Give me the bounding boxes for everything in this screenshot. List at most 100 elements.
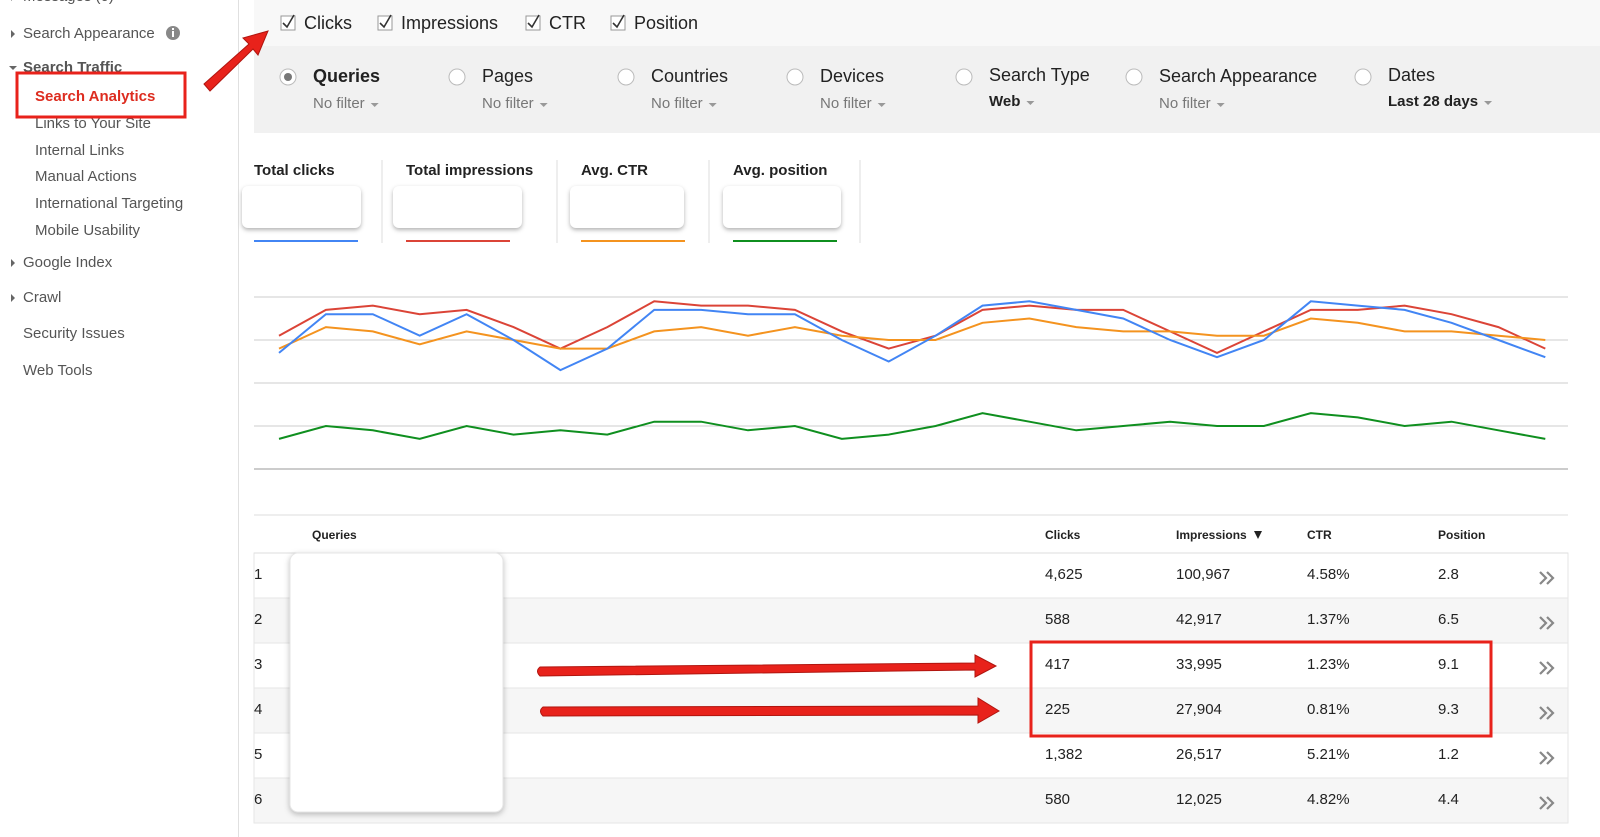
filter-value[interactable]: Last 28 days [1388, 93, 1479, 110]
nav-item[interactable]: Google Index [23, 254, 113, 271]
table-cell: 6.5 [1438, 611, 1459, 628]
dropdown-icon [539, 103, 548, 107]
checkmark [282, 14, 295, 29]
checkmark [379, 14, 392, 29]
metric-toggle[interactable]: CTR [549, 13, 586, 33]
row-expand[interactable] [1539, 661, 1555, 675]
row-expand[interactable] [1539, 706, 1555, 720]
sort-icon [1254, 531, 1262, 539]
metric-card-box [570, 186, 684, 228]
metric-card-box [393, 186, 522, 228]
table-cell: 6 [254, 791, 263, 808]
column-header[interactable]: Position [1438, 528, 1486, 542]
row-expand[interactable] [1539, 796, 1555, 810]
filter-label[interactable]: Devices [820, 66, 885, 86]
metric-toggle[interactable]: Impressions [401, 13, 499, 33]
row-expand[interactable] [1539, 751, 1555, 765]
filter-label[interactable]: Queries [313, 66, 381, 86]
column-header[interactable]: CTR [1307, 528, 1332, 542]
filter-value[interactable]: Web [989, 93, 1021, 110]
table-row [253, 642, 1569, 689]
column-header[interactable]: Clicks [1045, 528, 1081, 542]
dropdown-icon [370, 103, 379, 107]
filter-value[interactable]: No filter [313, 95, 365, 112]
table-cell: 580 [1045, 791, 1071, 808]
filter-label[interactable]: Dates [1388, 65, 1436, 85]
table-cell: 4.82% [1307, 791, 1350, 808]
radio [617, 68, 635, 86]
table-cell: 4,625 [1045, 566, 1083, 583]
table-cell: 417 [1045, 656, 1071, 673]
radio [1354, 68, 1372, 86]
table-cell: 26,517 [1176, 746, 1222, 763]
filter-value[interactable]: No filter [820, 95, 872, 112]
column-header[interactable]: Queries [312, 528, 357, 542]
series-line [278, 300, 1546, 372]
dropdown-icon [708, 103, 717, 107]
column-header[interactable]: Impressions [1176, 528, 1247, 542]
radio [955, 68, 973, 86]
checkmark [612, 14, 625, 29]
metric-toggle[interactable]: Clicks [304, 13, 352, 33]
nav-item[interactable]: Links to Your Site [35, 115, 151, 132]
expand-icon [11, 30, 15, 38]
table-cell: 42,917 [1176, 611, 1222, 628]
dropdown-icon [1216, 103, 1225, 107]
filter-label[interactable]: Search Appearance [1159, 66, 1318, 86]
table-cell: 1.37% [1307, 611, 1350, 628]
metric-toggle[interactable]: Position [634, 13, 699, 33]
metric-card-label: Total clicks [254, 162, 335, 179]
metric-card-box [242, 186, 361, 228]
radio [786, 68, 804, 86]
toggle-bar [254, 0, 1600, 47]
filter-label[interactable]: Pages [482, 66, 534, 86]
table-cell: 588 [1045, 611, 1071, 628]
table-cell: 5 [254, 746, 263, 763]
dropdown-icon [877, 103, 886, 107]
table-cell: 3 [254, 656, 263, 673]
filter-label[interactable]: Search Type [989, 65, 1090, 85]
nav-item[interactable]: Manual Actions [35, 168, 137, 185]
table-cell: 4.58% [1307, 566, 1350, 583]
table-cell: 5.21% [1307, 746, 1350, 763]
expand-icon [11, 259, 15, 267]
nav-item[interactable]: Mobile Usability [35, 222, 141, 239]
nav-item[interactable]: Internal Links [35, 142, 125, 159]
table-cell: 2 [254, 611, 263, 628]
nav-item[interactable]: Search Analytics [35, 88, 156, 105]
metric-card-label: Avg. position [733, 162, 828, 179]
nav-item[interactable]: International Targeting [35, 195, 184, 212]
nav-item[interactable]: Web Tools [23, 362, 93, 379]
radio [448, 68, 466, 86]
series-line [278, 300, 1546, 355]
radio [1125, 68, 1143, 86]
filter-value[interactable]: No filter [1159, 95, 1211, 112]
expand-icon [9, 66, 17, 70]
table-cell: 1.2 [1438, 746, 1459, 763]
nav-item[interactable]: Security Issues [23, 325, 125, 342]
nav-item[interactable]: Messages (0) [23, 0, 114, 7]
nav-item[interactable]: Crawl [23, 289, 62, 306]
filter-bar [254, 46, 1600, 133]
table-cell: 9.3 [1438, 701, 1459, 718]
table-row [253, 732, 1569, 779]
row-expand[interactable] [1539, 616, 1555, 630]
series-line [278, 317, 1546, 350]
table-cell: 27,904 [1176, 701, 1222, 718]
metric-card-label: Avg. CTR [581, 162, 648, 179]
filter-value[interactable]: No filter [651, 95, 703, 112]
table-cell: 225 [1045, 701, 1071, 718]
row-expand[interactable] [1539, 571, 1555, 585]
table-cell: 9.1 [1438, 656, 1459, 673]
table-cell: 2.8 [1438, 566, 1459, 583]
table-cell: 12,025 [1176, 791, 1222, 808]
nav-item[interactable]: Search Traffic [23, 59, 123, 76]
info-icon [172, 28, 174, 30]
filter-label[interactable]: Countries [651, 66, 729, 86]
nav-item[interactable]: Search Appearance [23, 25, 155, 42]
table-row [253, 597, 1569, 644]
sidebar [0, 0, 239, 837]
filter-value[interactable]: No filter [482, 95, 534, 112]
